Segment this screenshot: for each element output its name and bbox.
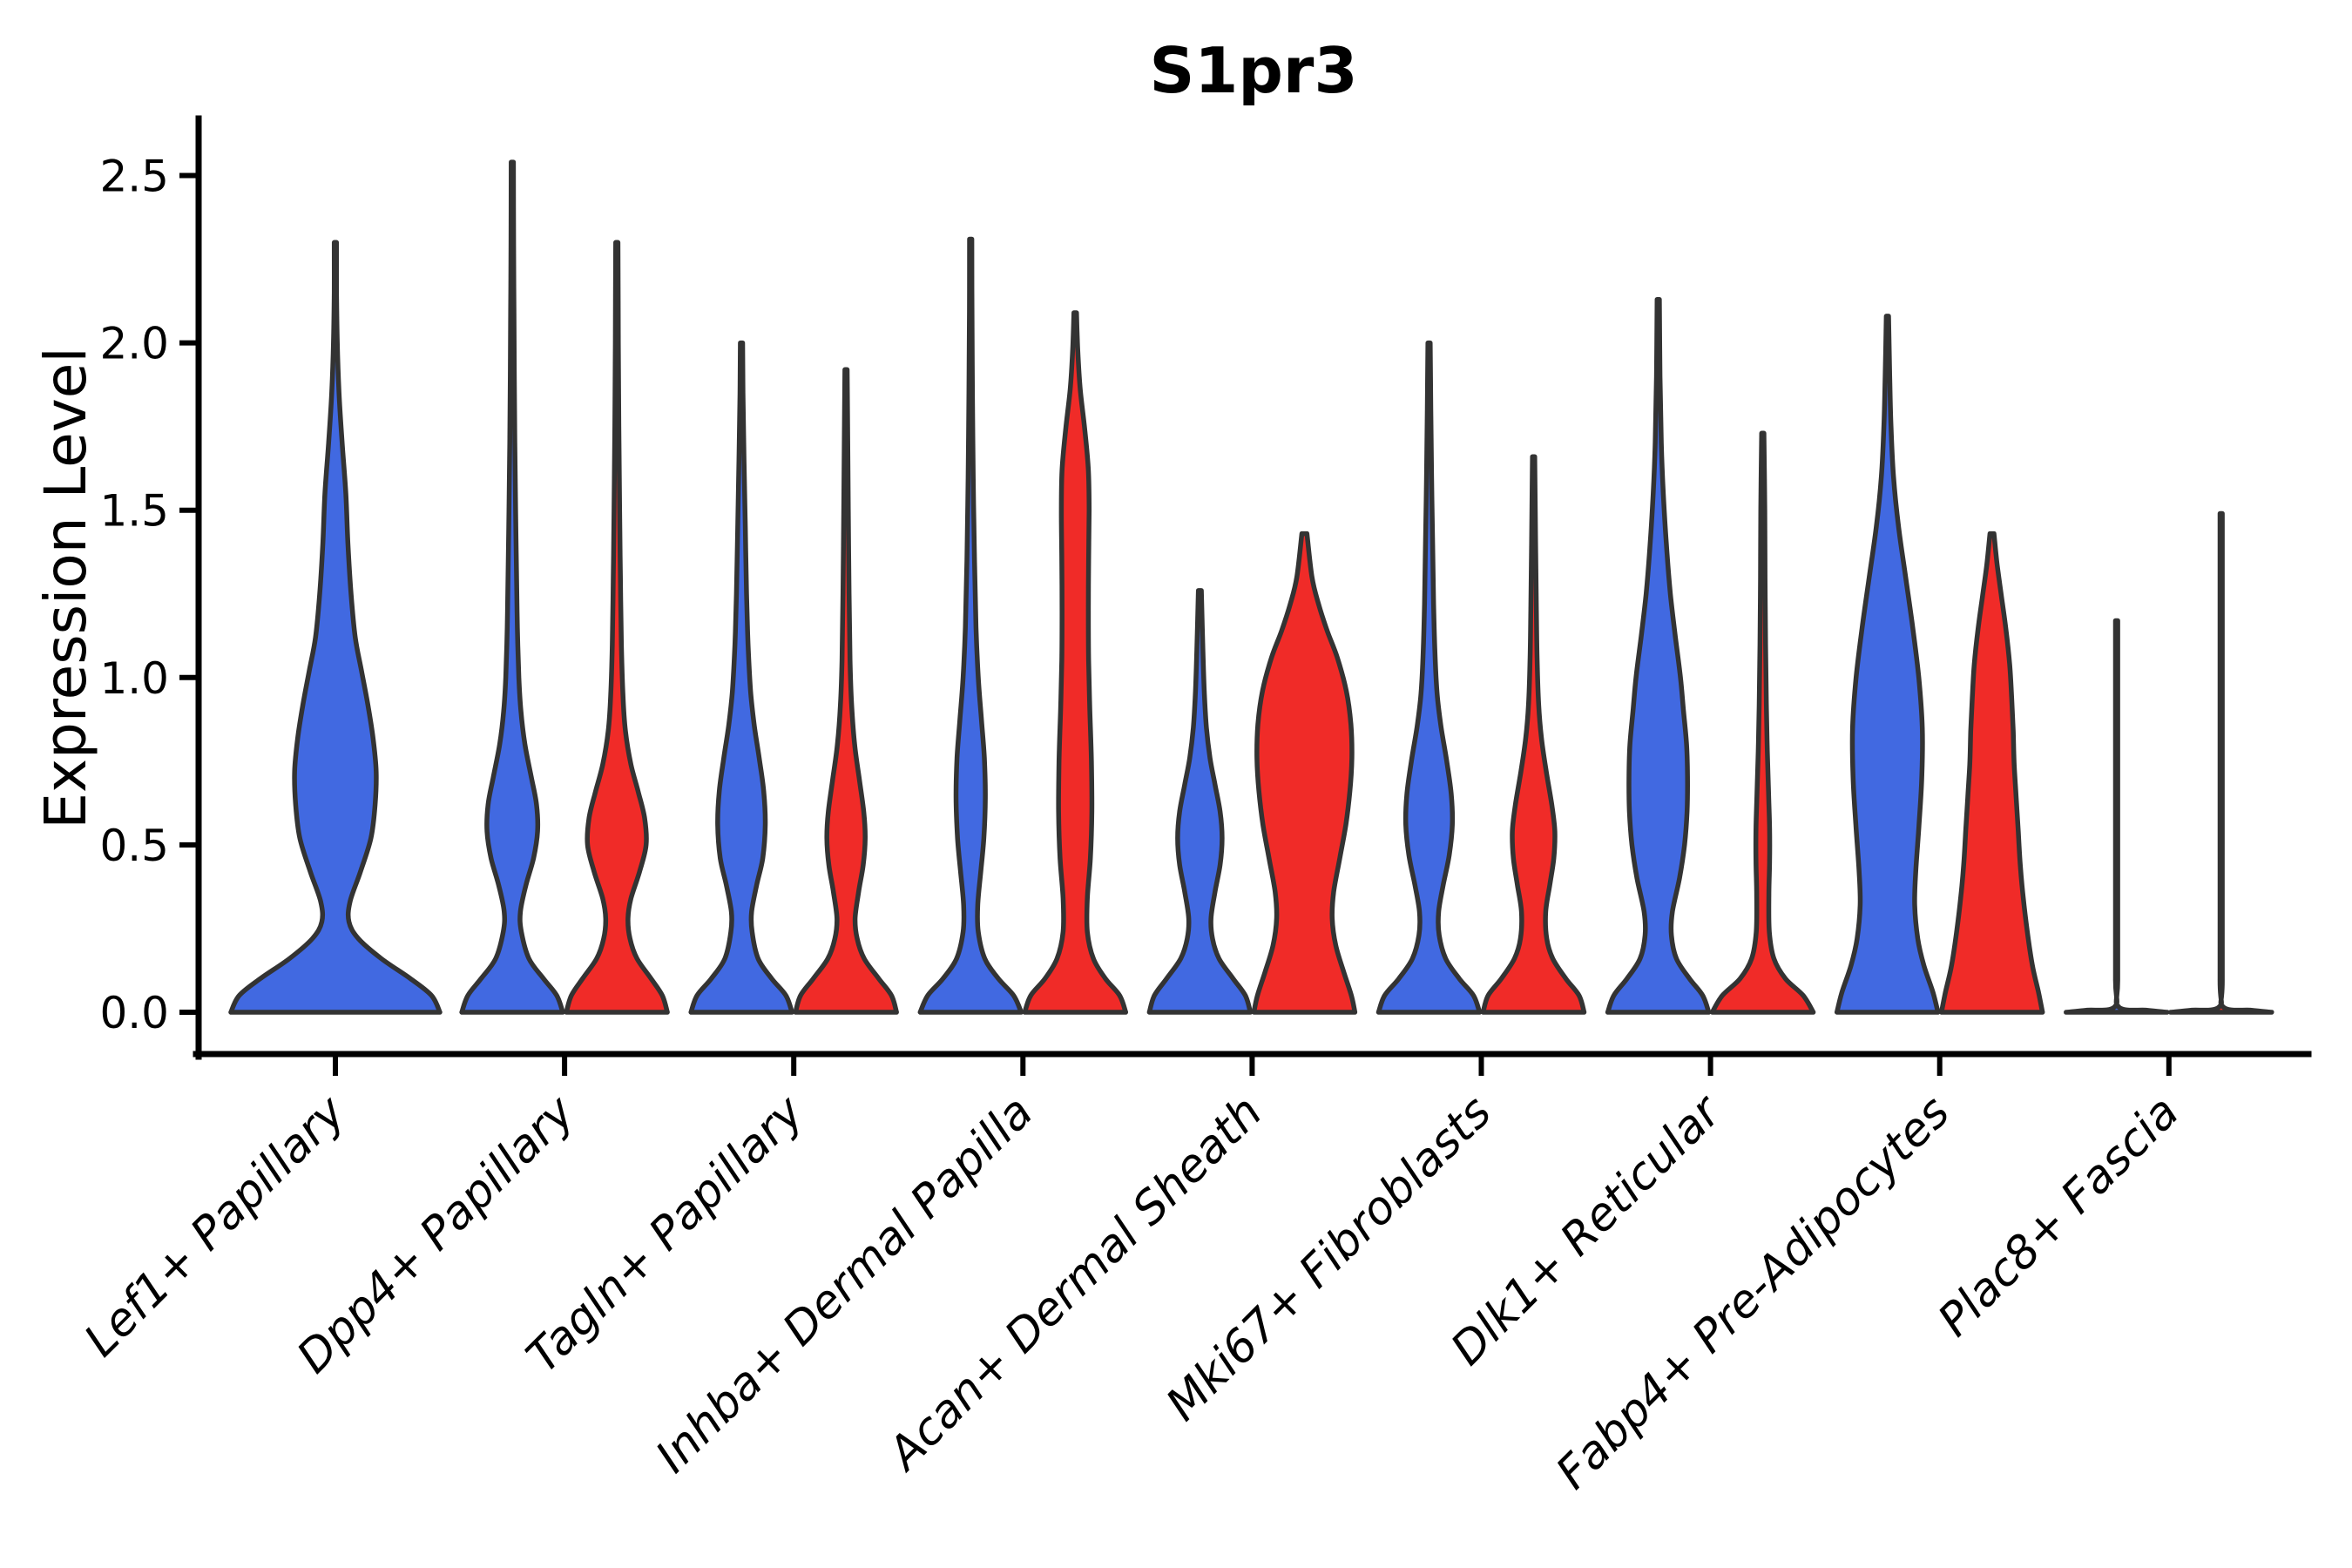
y-tick-label-1.0: 1.0 [99,653,169,704]
violin-dpp4-papillary-blue [459,159,565,1015]
violin-acan-dermal-sheath-red [1251,531,1358,1015]
y-tick-label-2.0: 2.0 [99,319,169,369]
violin-acan-dermal-sheath-blue [1146,588,1254,1015]
x-tick-label-acan-dermal-sheath: Acan+ Dermal Sheath [877,1086,1273,1482]
violin-tagln-papillary-red [793,367,899,1015]
violin-dpp4-papillary-red [564,240,670,1015]
violin-fabp4-pre-adipocytes-red [1938,531,2045,1015]
violin-dlk1-reticular-red [1709,430,1816,1015]
violin-plac8-fascia-blue [2064,618,2170,1015]
y-tick-label-1.5: 1.5 [99,486,169,537]
violin-dlk1-reticular-blue [1605,296,1712,1015]
violin-lef1-papillary-blue [228,240,443,1015]
x-tick-label-fabp4-pre-adipocytes: Fabp4+ Pre-Adipocytes [1546,1086,1960,1500]
y-tick-label-2.5: 2.5 [99,152,169,202]
violin-inhba-dermal-papilla-red [1022,310,1129,1015]
violin-plac8-fascia-red [2168,510,2274,1015]
y-tick-label-0.5: 0.5 [99,821,169,871]
x-tick-label-plac8-fascia: Plac8+ Fascia [1929,1086,2189,1347]
chart-title: S1pr3 [1149,34,1357,107]
violin-tagln-papillary-blue [688,340,794,1015]
violins-layer [228,159,2274,1015]
violin-fabp4-pre-adipocytes-blue [1834,314,1941,1015]
violin-inhba-dermal-papilla-blue [917,236,1024,1015]
y-tick-label-0.0: 0.0 [99,988,169,1038]
x-tick-label-inhba-dermal-papilla: Inhba+ Dermal Papilla [646,1086,1044,1484]
violin-mki67-fibroblasts-red [1480,454,1587,1015]
y-axis-label: Expression Level [32,347,99,828]
violin-mki67-fibroblasts-blue [1375,340,1483,1015]
